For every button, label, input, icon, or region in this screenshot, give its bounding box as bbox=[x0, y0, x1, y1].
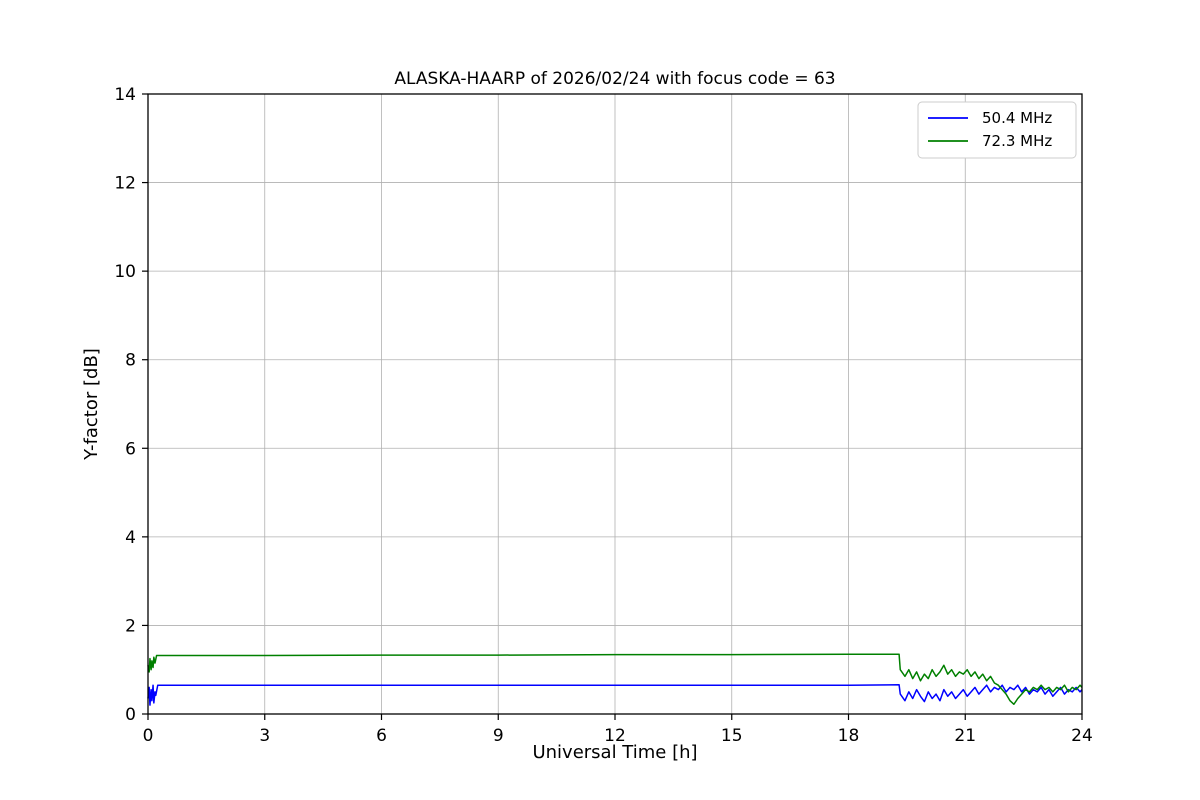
series-line-50.4-MHz bbox=[147, 684, 1083, 706]
legend-box bbox=[917, 101, 1077, 159]
y-axis-label: Y-factor [dB] bbox=[81, 348, 102, 461]
series-line-72.3-MHz bbox=[147, 653, 1083, 706]
legend-label-1: 50.4 MHz bbox=[982, 109, 1052, 127]
x-tick-label: 12 bbox=[604, 726, 626, 746]
x-tick-label: 21 bbox=[954, 726, 976, 746]
grid-layer bbox=[147, 93, 1083, 715]
y-tick-label: 8 bbox=[125, 351, 136, 371]
x-tick-label: 6 bbox=[376, 726, 387, 746]
x-tick-label: 3 bbox=[259, 726, 270, 746]
y-tick-label: 14 bbox=[114, 85, 136, 105]
chart-title: ALASKA-HAARP of 2026/02/24 with focus co… bbox=[394, 69, 835, 89]
x-tick-label: 15 bbox=[721, 726, 743, 746]
x-tick-label: 18 bbox=[838, 726, 860, 746]
y-tick-label: 2 bbox=[125, 616, 136, 636]
y-tick-label: 12 bbox=[114, 174, 136, 194]
legend-label-2: 72.3 MHz bbox=[982, 132, 1052, 150]
series-layer bbox=[147, 653, 1083, 706]
legend: 50.4 MHz 72.3 MHz bbox=[917, 101, 1077, 159]
x-axis-label: Universal Time [h] bbox=[532, 742, 697, 763]
y-tick-label: 10 bbox=[114, 262, 136, 282]
x-tick-label: 0 bbox=[143, 726, 154, 746]
x-tick-label: 9 bbox=[493, 726, 504, 746]
y-tick-label: 4 bbox=[125, 528, 136, 548]
y-tick-label: 6 bbox=[125, 439, 136, 459]
x-tick-label: 24 bbox=[1071, 726, 1093, 746]
y-tick-label: 0 bbox=[125, 705, 136, 725]
